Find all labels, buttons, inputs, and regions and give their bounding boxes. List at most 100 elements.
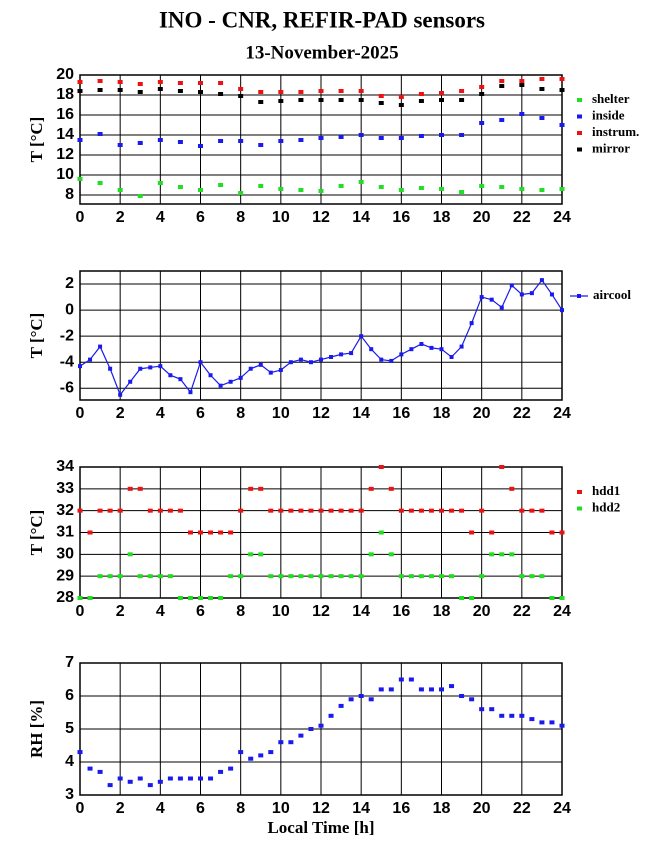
marker xyxy=(178,377,183,382)
x-tick-label: 14 xyxy=(352,603,370,620)
point xyxy=(338,574,344,579)
y-tick-label: 7 xyxy=(65,654,74,671)
marker xyxy=(108,366,113,371)
y-tick-label: 31 xyxy=(56,524,74,541)
point xyxy=(479,508,485,513)
point xyxy=(348,508,354,513)
point xyxy=(338,508,344,513)
y-tick-label: 12 xyxy=(56,146,74,163)
point xyxy=(439,508,444,513)
point xyxy=(278,139,284,143)
point xyxy=(469,530,475,535)
point xyxy=(358,694,364,698)
point xyxy=(418,687,424,692)
point xyxy=(439,187,444,191)
point xyxy=(459,596,465,600)
point xyxy=(278,574,284,579)
point xyxy=(198,776,203,781)
y-tick-label: 34 xyxy=(56,458,74,475)
x-tick-label: 24 xyxy=(553,405,571,422)
x-tick-label: 18 xyxy=(433,209,451,226)
point xyxy=(97,574,103,579)
point xyxy=(459,694,465,698)
point xyxy=(298,508,304,513)
x-tick-label: 8 xyxy=(236,603,245,620)
point xyxy=(398,103,404,107)
point xyxy=(198,81,203,85)
point xyxy=(489,552,495,557)
x-tick-label: 22 xyxy=(513,209,531,226)
point xyxy=(137,194,143,198)
point xyxy=(499,118,505,122)
x-tick-label: 20 xyxy=(473,405,491,422)
point xyxy=(278,187,284,191)
point xyxy=(398,574,404,579)
y-tick-label: 29 xyxy=(56,567,74,584)
point xyxy=(368,697,374,702)
x-tick-label: 0 xyxy=(76,209,85,226)
legend-label: hdd1 xyxy=(592,483,620,498)
x-tick-label: 24 xyxy=(553,800,571,817)
point xyxy=(127,779,133,784)
point xyxy=(398,508,404,513)
point xyxy=(378,185,384,189)
x-tick-label: 4 xyxy=(156,405,165,422)
x-tick-label: 10 xyxy=(272,405,290,422)
point xyxy=(408,574,414,579)
y-tick-label: 28 xyxy=(56,589,74,606)
x-tick-label: 12 xyxy=(312,800,330,817)
marker xyxy=(158,364,163,369)
marker xyxy=(359,334,364,339)
point xyxy=(137,776,143,781)
x-tick-label: 18 xyxy=(433,405,451,422)
point xyxy=(549,720,555,725)
point xyxy=(439,574,444,579)
point xyxy=(77,177,83,181)
point xyxy=(87,530,93,535)
point xyxy=(117,508,123,513)
x-tick-label: 0 xyxy=(76,405,85,422)
point xyxy=(157,779,163,784)
point xyxy=(378,687,384,692)
legend-label: aircool xyxy=(593,287,631,302)
y-tick-label: 14 xyxy=(56,126,74,143)
marker xyxy=(469,321,474,326)
point xyxy=(187,596,193,600)
point xyxy=(87,766,93,771)
point xyxy=(529,574,535,579)
x-axis-label: Local Time [h] xyxy=(267,818,374,837)
x-tick-label: 2 xyxy=(116,603,125,620)
y-axis-label: T [°C] xyxy=(27,313,46,359)
point xyxy=(489,707,495,712)
point xyxy=(418,92,424,96)
point xyxy=(549,530,555,535)
point xyxy=(388,486,394,491)
marker xyxy=(539,278,544,283)
x-tick-label: 24 xyxy=(553,603,571,620)
point xyxy=(338,98,344,102)
point xyxy=(218,139,224,143)
point xyxy=(298,188,304,192)
point xyxy=(248,756,254,761)
point xyxy=(208,530,214,535)
marker xyxy=(479,295,484,300)
x-tick-label: 4 xyxy=(156,603,165,620)
point xyxy=(117,188,123,192)
point xyxy=(298,138,304,142)
marker xyxy=(339,352,344,357)
marker xyxy=(308,360,313,365)
point xyxy=(238,94,244,98)
point xyxy=(469,596,475,600)
point xyxy=(208,596,214,600)
x-tick-label: 6 xyxy=(196,800,205,817)
point xyxy=(147,574,153,579)
y-tick-label: 16 xyxy=(56,106,74,123)
marker xyxy=(88,357,93,362)
point xyxy=(218,769,224,774)
y-tick-label: 6 xyxy=(65,687,74,704)
x-tick-label: 8 xyxy=(236,209,245,226)
point xyxy=(308,727,314,731)
point xyxy=(449,684,455,689)
point xyxy=(408,677,414,682)
